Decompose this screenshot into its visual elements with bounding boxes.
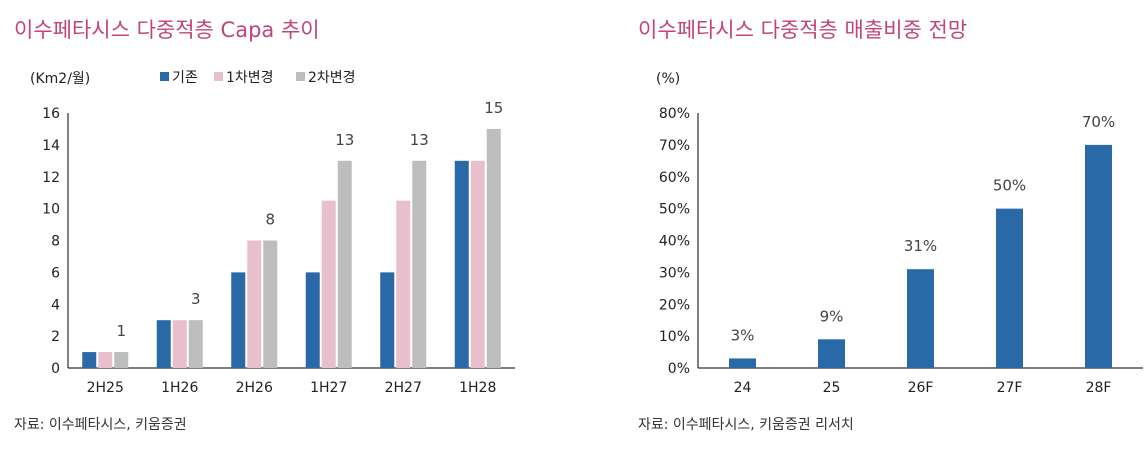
x-tick-label-25: 25 <box>823 380 841 396</box>
y-tick-label-1: 10% <box>659 329 690 345</box>
y-tick-label-6: 12 <box>42 170 60 186</box>
x-tick-label-2H25: 2H25 <box>87 380 124 396</box>
capa-chart-source: 자료: 이수페타시스, 키움증권 <box>14 417 187 433</box>
bar-1H27-2 <box>337 160 352 368</box>
legend-swatch-2 <box>296 72 305 81</box>
sales-share-chart-panel: 이수페타시스 다중적층 매출비중 전망 (%) 0% 10% 20% 30% 40% 50%… <box>620 0 1148 452</box>
capa-chart-title: 이수페타시스 다중적층 Capa 추이 <box>14 18 320 42</box>
data-label-1H28: 15 <box>484 99 503 117</box>
y-tick-label-1: 2 <box>51 329 60 345</box>
bar-1H26-2 <box>188 320 203 368</box>
data-label-25: 9% <box>820 307 844 325</box>
y-tick-label-8: 80% <box>659 106 690 122</box>
bar-2H25-1 <box>98 352 113 368</box>
legend-label-1: 1차변경 <box>226 70 274 86</box>
sales-share-bar-chart: (%) 0% 10% 20% 30% 40% 50% 60% 70% 80% 3% 24 9% 25 31%… <box>656 71 1143 396</box>
y-tick-label-4: 40% <box>659 234 690 250</box>
legend-swatch-0 <box>160 72 169 81</box>
capa-bar-chart: (Km2/월) 기존 1차변경 2차변경 0 2 4 6 8 10 12 14 16 1 2H25 3 1H26… <box>30 70 515 396</box>
bar-2H27-0 <box>380 272 395 368</box>
x-tick-label-1H27: 1H27 <box>310 380 347 396</box>
y-tick-label-4: 8 <box>51 234 60 250</box>
bar-1H27-1 <box>321 200 336 368</box>
y-tick-label-3: 6 <box>51 265 60 281</box>
y-tick-label-5: 50% <box>659 202 690 218</box>
bar-1H28-0 <box>454 160 469 368</box>
x-tick-label-28F: 28F <box>1086 380 1112 396</box>
sales-share-chart-title: 이수페타시스 다중적층 매출비중 전망 <box>638 18 968 42</box>
y-tick-label-0: 0% <box>668 361 690 377</box>
y-tick-label-6: 60% <box>659 170 690 186</box>
y-axis-unit-label: (%) <box>656 71 680 87</box>
y-tick-label-7: 14 <box>42 138 60 154</box>
data-label-1H27: 13 <box>335 131 354 149</box>
bar-28F <box>1085 144 1112 368</box>
y-tick-label-2: 20% <box>659 297 690 313</box>
y-tick-label-5: 10 <box>42 202 60 218</box>
data-label-26F: 31% <box>904 237 937 255</box>
data-label-24: 3% <box>731 326 755 344</box>
bar-1H26-0 <box>156 320 171 368</box>
bar-1H27-0 <box>305 272 320 368</box>
bar-2H25-2 <box>114 352 129 368</box>
legend-label-2: 2차변경 <box>308 70 356 86</box>
y-axis-unit-label: (Km2/월) <box>30 71 90 87</box>
y-tick-label-3: 30% <box>659 265 690 281</box>
x-tick-label-26F: 26F <box>908 380 934 396</box>
bar-2H25-0 <box>82 352 97 368</box>
legend-label-0: 기존 <box>172 70 198 86</box>
bar-2H27-2 <box>412 160 427 368</box>
x-tick-label-2H26: 2H26 <box>236 380 273 396</box>
x-tick-label-24: 24 <box>734 380 752 396</box>
sales-share-chart-source: 자료: 이수페타시스, 키움증권 리서치 <box>638 417 854 433</box>
data-label-1H26: 3 <box>191 290 201 308</box>
bar-1H26-1 <box>172 320 187 368</box>
x-tick-label-27F: 27F <box>997 380 1023 396</box>
data-label-28F: 70% <box>1082 113 1115 131</box>
legend-swatch-1 <box>214 72 223 81</box>
bar-24 <box>729 358 756 368</box>
x-tick-label-2H27: 2H27 <box>385 380 422 396</box>
data-label-2H26: 8 <box>265 211 275 229</box>
capa-chart-panel: 이수페타시스 다중적층 Capa 추이 (Km2/월) 기존 1차변경 2차변경 0 2 4… <box>14 18 515 433</box>
bar-2H27-1 <box>396 200 411 368</box>
bar-2H26-0 <box>231 272 246 368</box>
data-label-27F: 50% <box>993 177 1026 195</box>
data-label-2H25: 1 <box>116 322 126 340</box>
data-label-2H27: 13 <box>410 131 429 149</box>
y-tick-label-7: 70% <box>659 138 690 154</box>
bar-1H28-1 <box>470 160 485 368</box>
y-tick-label-2: 4 <box>51 297 60 313</box>
bar-1H28-2 <box>486 128 501 368</box>
y-tick-label-0: 0 <box>51 361 60 377</box>
x-tick-label-1H26: 1H26 <box>161 380 198 396</box>
bar-2H26-1 <box>247 240 262 368</box>
bar-27F <box>996 208 1023 368</box>
y-tick-label-8: 16 <box>42 106 60 122</box>
bar-2H26-2 <box>263 240 278 368</box>
bar-25 <box>818 339 845 368</box>
bar-26F <box>907 269 934 368</box>
x-tick-label-1H28: 1H28 <box>459 380 496 396</box>
